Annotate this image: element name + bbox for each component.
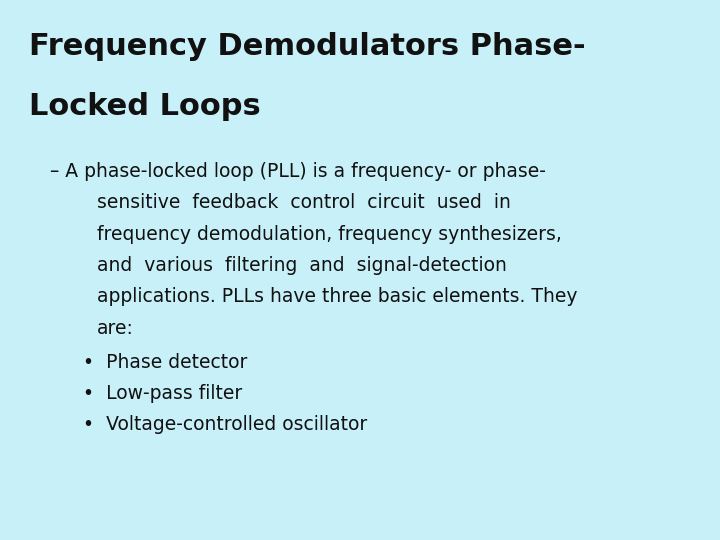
Text: •  Voltage-controlled oscillator: • Voltage-controlled oscillator	[83, 415, 367, 434]
Text: and  various  filtering  and  signal-detection: and various filtering and signal-detecti…	[97, 256, 507, 275]
Text: Locked Loops: Locked Loops	[29, 92, 261, 121]
Text: applications. PLLs have three basic elements. They: applications. PLLs have three basic elem…	[97, 287, 577, 306]
Text: Frequency Demodulators Phase-: Frequency Demodulators Phase-	[29, 32, 585, 62]
Text: – A phase-locked loop (PLL) is a frequency- or phase-: – A phase-locked loop (PLL) is a frequen…	[50, 162, 546, 181]
Text: are:: are:	[97, 319, 134, 338]
Text: frequency demodulation, frequency synthesizers,: frequency demodulation, frequency synthe…	[97, 225, 562, 244]
Text: •  Low-pass filter: • Low-pass filter	[83, 384, 242, 403]
Text: •  Phase detector: • Phase detector	[83, 353, 247, 372]
Text: sensitive  feedback  control  circuit  used  in: sensitive feedback control circuit used …	[97, 193, 511, 212]
